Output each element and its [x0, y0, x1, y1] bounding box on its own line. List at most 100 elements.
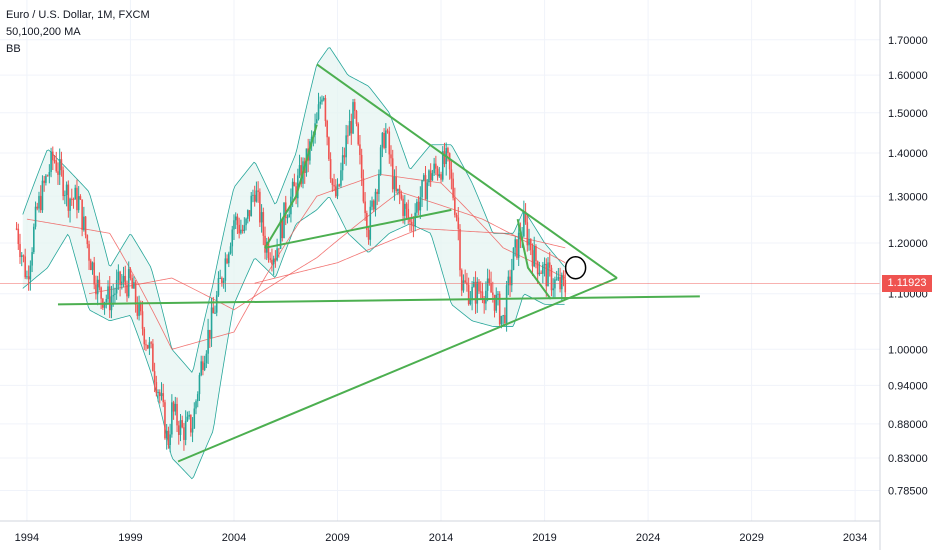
- candle-body: [443, 151, 446, 165]
- trendline-3[interactable]: [57, 295, 700, 306]
- candle-body: [504, 315, 506, 324]
- candle: [105, 294, 108, 309]
- candle-body: [157, 391, 159, 394]
- candle: [46, 174, 49, 177]
- candle-body: [498, 293, 501, 325]
- candle-body: [523, 211, 525, 237]
- candle: [426, 178, 429, 211]
- candle: [529, 238, 532, 256]
- candle: [371, 196, 373, 211]
- candle: [70, 188, 73, 206]
- indicator-ma-label[interactable]: 50,100,200 MA: [6, 26, 81, 38]
- candle: [158, 389, 161, 404]
- candle: [20, 252, 23, 267]
- candle-body: [228, 253, 230, 264]
- candle: [364, 192, 366, 221]
- candle: [385, 123, 387, 154]
- indicator-bb-label[interactable]: BB: [6, 43, 21, 55]
- candle: [543, 257, 546, 277]
- trendline-2[interactable]: [177, 277, 618, 463]
- candle: [22, 254, 25, 263]
- candle-body: [184, 420, 187, 440]
- candle: [226, 254, 228, 265]
- candle-body: [319, 101, 322, 105]
- candle: [169, 423, 171, 453]
- candle-body: [169, 434, 171, 445]
- candle: [246, 209, 249, 224]
- candle: [60, 151, 63, 177]
- candle-body: [236, 216, 239, 225]
- candle-body: [378, 174, 380, 194]
- trendline-6[interactable]: [516, 218, 552, 300]
- candle-body: [347, 135, 349, 137]
- candle: [514, 236, 517, 257]
- candle: [393, 169, 396, 201]
- candle-body: [507, 276, 510, 286]
- candle-body: [359, 144, 361, 155]
- candle-body: [395, 176, 397, 192]
- candle-body: [143, 328, 146, 345]
- candle: [564, 270, 567, 299]
- candle-body: [283, 202, 285, 239]
- candle: [317, 92, 320, 121]
- candle: [561, 272, 563, 301]
- candle: [545, 258, 548, 297]
- candle: [486, 268, 489, 302]
- candle-body: [326, 120, 328, 138]
- candle-body: [212, 307, 215, 314]
- candle: [504, 307, 506, 326]
- candle: [540, 270, 542, 274]
- candle: [353, 98, 356, 119]
- candle: [236, 213, 239, 235]
- candle-body: [234, 216, 237, 221]
- candle: [122, 266, 125, 288]
- candle: [126, 280, 128, 302]
- candle: [535, 244, 537, 269]
- candle-body: [533, 245, 536, 267]
- candle: [390, 145, 392, 167]
- candle: [196, 391, 199, 408]
- candle: [15, 222, 18, 231]
- candle: [133, 276, 135, 289]
- trendline-4[interactable]: [264, 208, 452, 249]
- candle: [316, 112, 318, 124]
- candle-body: [317, 104, 320, 120]
- candle: [117, 264, 120, 290]
- candle: [340, 162, 342, 188]
- candle-body: [528, 239, 530, 246]
- candle: [538, 261, 541, 277]
- y-tick-label: 1.20000: [888, 238, 928, 250]
- trendline-1[interactable]: [316, 63, 618, 279]
- candle-body: [321, 99, 323, 102]
- candle: [181, 415, 184, 429]
- candle-body: [486, 278, 489, 291]
- candle-body: [150, 342, 152, 344]
- candle: [259, 188, 261, 227]
- trendline-5[interactable]: [264, 124, 318, 249]
- candle-body: [179, 420, 182, 435]
- candle-body: [322, 98, 325, 100]
- candle-body: [89, 260, 92, 271]
- candle: [252, 189, 254, 203]
- candle-body: [191, 428, 194, 433]
- candle-body: [284, 202, 287, 218]
- candle-body: [276, 248, 278, 261]
- moving-average-100: [88, 191, 566, 311]
- candle-body: [38, 195, 40, 209]
- y-tick-label: 1.00000: [888, 344, 928, 356]
- annotation-circle[interactable]: [564, 256, 587, 280]
- y-tick-label: 1.30000: [888, 191, 928, 203]
- candle: [376, 189, 378, 206]
- candle: [38, 191, 40, 213]
- candle-body: [535, 245, 537, 262]
- candle: [179, 414, 182, 442]
- candle-body: [353, 102, 356, 112]
- candle: [479, 281, 482, 299]
- candle-body: [55, 160, 58, 172]
- candle-body: [34, 206, 37, 227]
- symbol-title[interactable]: Euro / U.S. Dollar, 1M, FXCM: [6, 9, 150, 21]
- candle-body: [41, 180, 44, 211]
- candle: [79, 194, 82, 200]
- candle: [395, 165, 397, 194]
